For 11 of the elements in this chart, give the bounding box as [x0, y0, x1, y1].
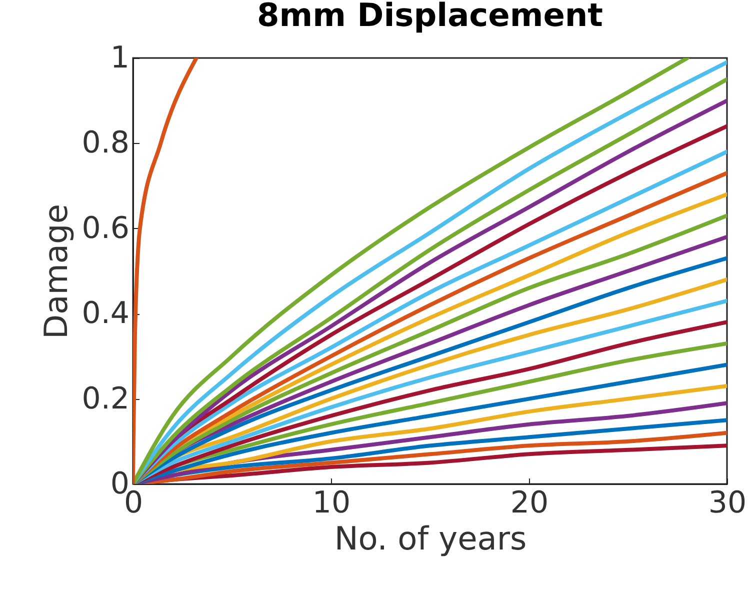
y-axis-title: Damage [36, 204, 75, 340]
chart-title: 8mm Displacement [257, 0, 603, 34]
y-tick-label: 0.6 [82, 210, 130, 246]
y-tick-label: 0.2 [82, 381, 130, 416]
x-axis-title: No. of years [334, 520, 527, 558]
y-tick-label: 1 [110, 40, 130, 76]
x-tick-label: 20 [510, 486, 549, 520]
x-tick-label: 30 [708, 486, 747, 520]
y-tick-label: 0.8 [82, 126, 130, 161]
x-tick-label: 10 [312, 486, 351, 520]
y-tick-label: 0.4 [82, 296, 130, 332]
